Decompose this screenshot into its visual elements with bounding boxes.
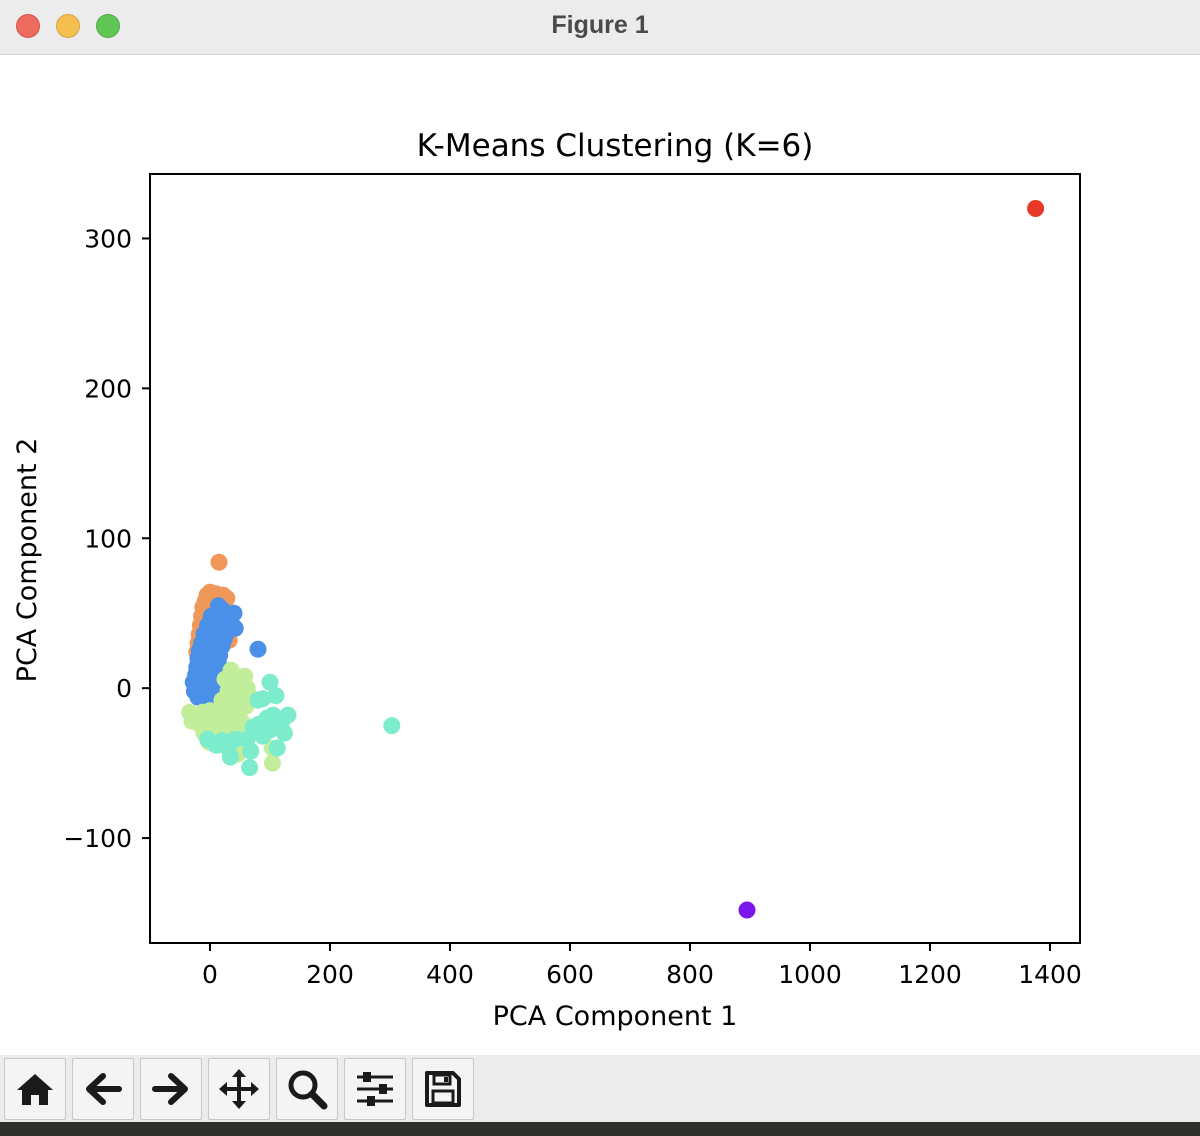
x-tick-label: 1200 (898, 960, 962, 989)
configure-subplots-button[interactable] (344, 1058, 406, 1120)
zoom-window-button[interactable] (96, 14, 120, 38)
x-tick-label: 400 (426, 960, 474, 989)
scatter-point-c3-1 (261, 673, 279, 691)
zoom-button[interactable] (276, 1058, 338, 1120)
scatter-point-c3-21 (241, 759, 259, 777)
close-window-button[interactable] (16, 14, 40, 38)
y-tick-label: 100 (84, 524, 132, 553)
x-tick-label: 1000 (778, 960, 842, 989)
x-tick-label: 200 (306, 960, 354, 989)
y-tick-label: −100 (63, 824, 132, 853)
chart-title: K-Means Clustering (K=6) (417, 128, 814, 164)
move-icon (219, 1069, 259, 1109)
scatter-point-c3-20 (221, 748, 239, 766)
scatter-point-c3-2 (267, 687, 285, 705)
scatter-point-c1-0 (249, 640, 267, 658)
forward-button[interactable] (140, 1058, 202, 1120)
home-button[interactable] (4, 1058, 66, 1120)
scatter-chart[interactable]: K-Means Clustering (K=6) 0 200 400 600 800 10… (0, 55, 1200, 1055)
y-axis-ticks: −100 0 100 200 300 (63, 224, 150, 853)
scatter-point-c4-0 (1027, 200, 1045, 217)
minimize-window-button[interactable] (56, 14, 80, 38)
arrow-left-icon (86, 1073, 122, 1105)
scatter-point-c3-11 (275, 724, 293, 742)
plot-frame (149, 173, 1081, 944)
back-button[interactable] (72, 1058, 134, 1120)
y-tick-label: 200 (84, 374, 132, 403)
points-layer (181, 200, 1045, 919)
scatter-point-c3-13 (254, 727, 272, 745)
scatter-point-c0-0 (210, 553, 228, 571)
pan-button[interactable] (208, 1058, 270, 1120)
scatter-point-c5-0 (738, 901, 756, 919)
y-tick-label: 300 (84, 224, 132, 253)
x-tick-label: 0 (202, 960, 218, 989)
floppy-disk-icon (425, 1071, 461, 1107)
scatter-point-c3-19 (268, 739, 286, 757)
sliders-icon (357, 1072, 393, 1106)
y-tick-label: 0 (116, 674, 132, 703)
x-axis-label: PCA Component 1 (493, 1001, 738, 1032)
scatter-point-c3-18 (242, 742, 260, 760)
magnifier-icon (288, 1070, 328, 1110)
x-tick-label: 1400 (1018, 960, 1082, 989)
scatter-point-c3-0 (383, 717, 401, 735)
home-icon (17, 1074, 53, 1105)
x-axis-ticks: 0 200 400 600 800 1000 1200 1400 (202, 943, 1082, 989)
save-button[interactable] (412, 1058, 474, 1120)
window-title: Figure 1 (551, 11, 649, 39)
x-tick-label: 600 (546, 960, 594, 989)
scatter-point-c3-4 (249, 691, 267, 709)
y-axis-label: PCA Component 2 (12, 438, 43, 683)
title-bar[interactable]: Figure 1 (0, 0, 1200, 55)
navigation-toolbar (0, 1055, 1200, 1122)
desktop-background-strip (0, 1122, 1200, 1136)
figure-canvas[interactable]: K-Means Clustering (K=6) 0 200 400 600 800 10… (0, 55, 1200, 1055)
scatter-point-c3-23 (207, 736, 225, 754)
scatter-point-c2-42 (263, 754, 281, 772)
x-tick-label: 800 (666, 960, 714, 989)
arrow-right-icon (152, 1073, 188, 1105)
